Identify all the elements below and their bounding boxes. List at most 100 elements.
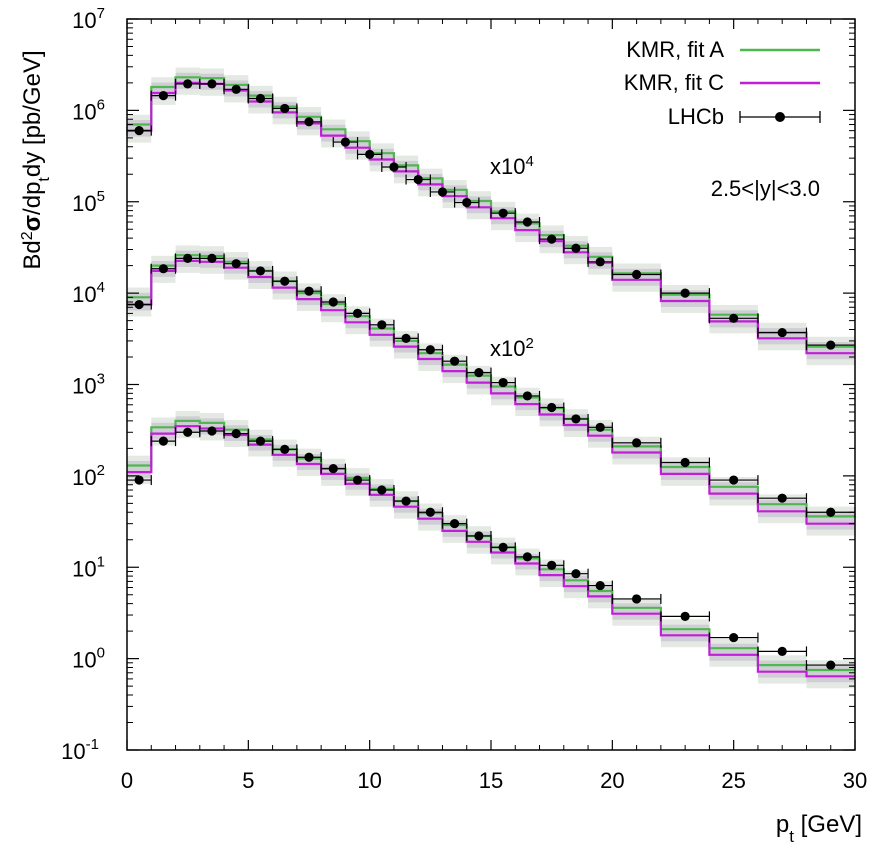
data-point-g2-p12: [425, 507, 435, 517]
data-point-g0-p6: [280, 103, 290, 114]
y-tick-exp-1: 0: [97, 645, 105, 662]
scale-label-1e2: x102: [490, 335, 534, 362]
data-point-g0-p19: [632, 269, 642, 280]
y-axis-label-sigma: σ: [19, 215, 46, 231]
x-axis-label-rest: [GeV]: [794, 811, 862, 838]
y-tick-exp-5: 4: [97, 279, 105, 296]
y-tick-label-6: 105: [72, 188, 105, 216]
data-point-g2-p21: [680, 611, 690, 621]
data-point-g0-p14: [498, 208, 508, 218]
y-tick-exp-8: 7: [97, 5, 105, 22]
legend-label-fit-c: KMR, fit C: [624, 70, 724, 95]
y-tick-exp-4: 3: [97, 371, 105, 388]
data-point-g0-p5: [255, 93, 266, 104]
data-point-g2-p15: [498, 542, 508, 552]
data-point-g0-p3: [207, 79, 217, 89]
curve-fitC-g1: [127, 259, 855, 525]
data-point-g1-p8: [328, 297, 338, 307]
y-tick-exp-7: 6: [97, 96, 105, 113]
data-point-g1-p12: [425, 345, 435, 355]
data-point-g0-p4: [231, 84, 241, 94]
data-point-g0-p9: [365, 149, 375, 159]
legend-label-fit-a: KMR, fit A: [626, 37, 724, 62]
y-tick-label-1: 100: [72, 645, 105, 673]
data-point-g1-p18: [571, 414, 581, 424]
data-point-g2-p18: [571, 569, 581, 579]
y-axis-label-b: /dp: [19, 182, 46, 215]
data-point-g1-p6: [280, 276, 290, 286]
data-point-g2-p1: [158, 436, 168, 446]
data-point-g0-p22: [777, 327, 787, 338]
legend: KMR, fit A KMR, fit C LHCb: [624, 37, 821, 129]
data-point-g0-p12: [437, 187, 448, 197]
data-point-g1-p22: [729, 475, 739, 485]
x-axis-label: pt [GeV]: [776, 811, 862, 846]
y-tick-label-4: 103: [72, 371, 105, 399]
y-axis-label-sub: t: [36, 177, 53, 182]
x-tick-label-3: 15: [479, 768, 503, 793]
y-tick-base-7: 10: [72, 99, 96, 124]
x-tick-label-1: 5: [242, 768, 254, 793]
region-label: 2.5<|y|<3.0: [711, 176, 820, 201]
y-axis-label: Bd2σ/dptdy [pb/GeV]: [19, 50, 53, 269]
y-tick-label-2: 101: [72, 553, 105, 581]
y-tick-base-8: 10: [72, 8, 96, 33]
x-tick-label-4: 20: [600, 768, 624, 793]
data-point-g0-p2: [183, 79, 193, 89]
x-axis-label-sub: t: [789, 827, 794, 846]
data-point-g0-p8: [340, 137, 350, 147]
data-point-g1-p13: [450, 356, 460, 366]
data-point-g1-p15: [498, 377, 508, 388]
data-point-g2-p14: [474, 531, 484, 541]
y-tick-base-4: 10: [72, 374, 96, 399]
legend-marker-lhcb: [775, 112, 785, 122]
data-point-g2-p22: [729, 632, 739, 643]
data-point-g1-p21: [680, 457, 690, 468]
y-tick-exp-0: -1: [86, 736, 99, 753]
data-point-g2-p16: [522, 552, 533, 562]
data-point-g0-p16: [547, 234, 557, 244]
data-point-g2-p20: [632, 594, 642, 604]
y-tick-base-0: 10: [61, 739, 85, 764]
y-tick-label-8: 107: [72, 5, 105, 33]
band-inner-g2-b21: [660, 624, 710, 642]
y-tick-base-5: 10: [72, 282, 96, 307]
data-point-g1-p5: [255, 266, 266, 276]
y-tick-label-7: 106: [72, 96, 105, 124]
band-inner-g2-b20: [612, 603, 661, 620]
data-point-g2-p13: [450, 519, 460, 529]
data-point-g1-p9: [352, 308, 363, 318]
data-point-g1-p23: [777, 493, 787, 503]
scale-label-1e4: x104: [490, 153, 534, 180]
data-point-g2-p23: [777, 646, 787, 656]
x-axis-label-main: p: [776, 811, 789, 838]
y-axis-label-sup: 2: [19, 231, 36, 240]
data-point-g2-p9: [352, 475, 363, 485]
band-inner-g2-b22: [709, 643, 758, 661]
band-inner-g2-b23: [757, 660, 807, 678]
y-tick-base-2: 10: [72, 556, 96, 581]
data-point-g1-p11: [401, 333, 411, 343]
data-point-g0-p0: [134, 126, 144, 136]
band-outer-g2-b21: [660, 619, 710, 648]
curve-fitC-g2: [127, 425, 855, 678]
y-tick-exp-2: 1: [97, 553, 105, 570]
data-point-g1-p24: [826, 507, 836, 517]
data-point-g1-p4: [231, 259, 241, 269]
y-tick-label-0: 10-1: [61, 736, 99, 764]
data-point-g2-p11: [401, 496, 411, 506]
y-tick-exp-3: 2: [97, 462, 105, 479]
y-tick-label-3: 102: [72, 462, 105, 490]
data-point-g0-p15: [522, 217, 533, 227]
data-point-g0-p20: [680, 288, 690, 298]
data-point-g0-p23: [826, 340, 836, 350]
x-tick-label-2: 10: [357, 768, 381, 793]
data-point-g2-p7: [304, 452, 314, 462]
data-point-g2-p0: [134, 475, 144, 485]
y-axis-label-c: dy [pb/GeV]: [19, 50, 46, 177]
x-tick-label-5: 25: [721, 768, 745, 793]
data-point-g0-p7: [304, 117, 314, 127]
data-points: [126, 78, 856, 671]
